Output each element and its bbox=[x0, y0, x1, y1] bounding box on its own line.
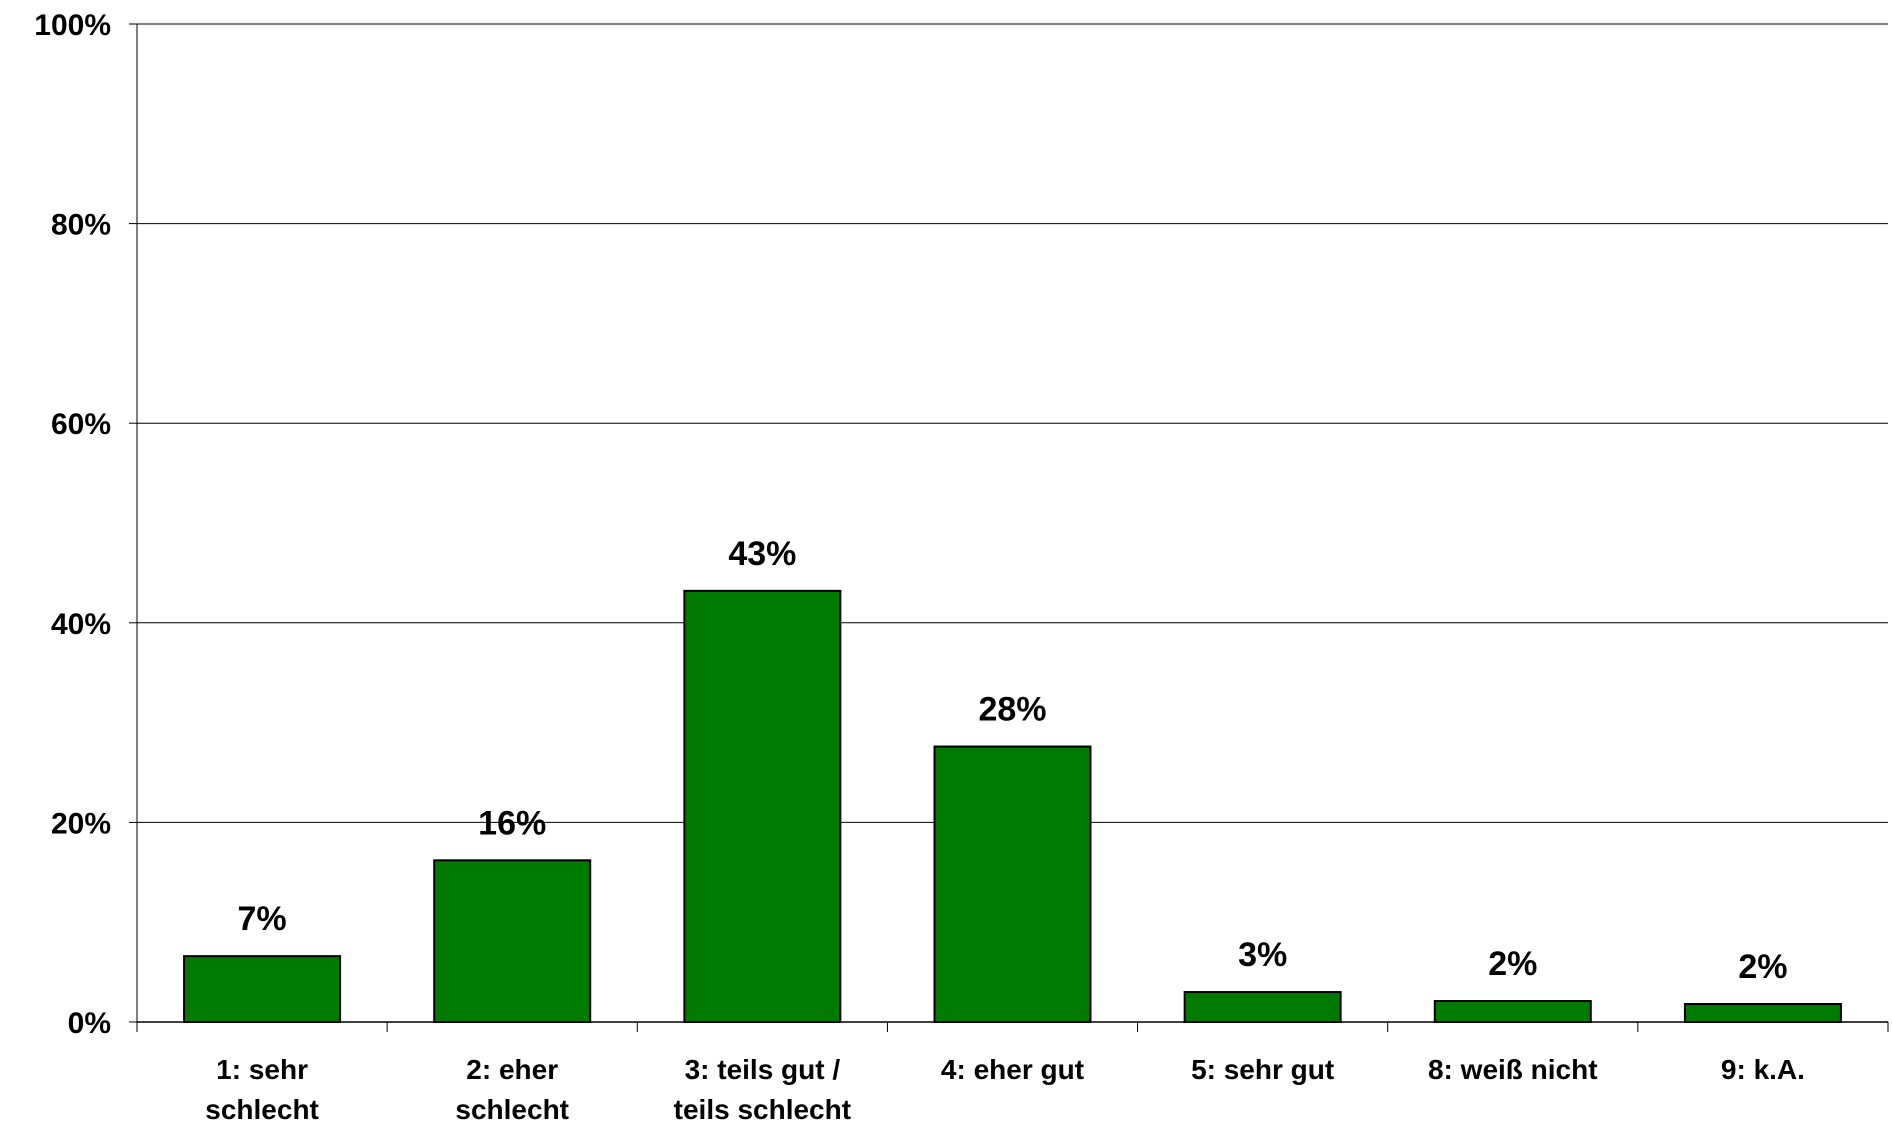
x-tick-label: 8: weiß nicht bbox=[1428, 1054, 1598, 1085]
data-label: 7% bbox=[238, 900, 287, 938]
data-label: 16% bbox=[478, 804, 546, 842]
bar bbox=[1183, 991, 1342, 1023]
x-tick-label: 9: k.A. bbox=[1721, 1054, 1805, 1085]
x-tick-label: 3: teils gut / bbox=[685, 1054, 841, 1085]
data-label: 2% bbox=[1738, 948, 1787, 986]
data-label: 28% bbox=[978, 691, 1046, 729]
y-tick-label: 0% bbox=[68, 1007, 111, 1040]
y-tick-label: 80% bbox=[51, 209, 111, 242]
x-tick-label: teils schlecht bbox=[674, 1094, 851, 1125]
gridlines bbox=[137, 23, 1888, 823]
bar bbox=[933, 745, 1092, 1023]
y-tick-label: 100% bbox=[34, 9, 111, 42]
y-tick-label: 40% bbox=[51, 608, 111, 641]
x-axis-ticks: 1: sehr schlecht 2: eher schlecht 3: teils g… bbox=[205, 1054, 1805, 1125]
y-axis-ticks: 0% 20% 40% 60% 80% 100% bbox=[34, 9, 137, 1040]
axes bbox=[136, 24, 1889, 1032]
x-tick-label: 4: eher gut bbox=[941, 1054, 1084, 1085]
bar bbox=[433, 859, 592, 1023]
x-tick-label: 1: sehr bbox=[216, 1054, 308, 1085]
y-tick-label: 60% bbox=[51, 408, 111, 441]
x-tick-label: schlecht bbox=[205, 1094, 319, 1125]
bar bbox=[1683, 1003, 1842, 1024]
bars bbox=[183, 589, 1842, 1024]
bar bbox=[1433, 1000, 1592, 1023]
data-label: 43% bbox=[728, 535, 796, 573]
y-tick-label: 20% bbox=[51, 807, 111, 840]
bar bbox=[183, 955, 342, 1024]
bar bbox=[683, 589, 842, 1023]
x-tick-label: 5: sehr gut bbox=[1191, 1054, 1334, 1085]
x-tick-label: schlecht bbox=[455, 1094, 569, 1125]
data-labels: 7% 16% 43% 28% 3% 2% 2% bbox=[238, 535, 1788, 986]
data-label: 3% bbox=[1238, 936, 1287, 974]
x-tick-label: 2: eher bbox=[466, 1054, 558, 1085]
data-label: 2% bbox=[1488, 945, 1537, 983]
